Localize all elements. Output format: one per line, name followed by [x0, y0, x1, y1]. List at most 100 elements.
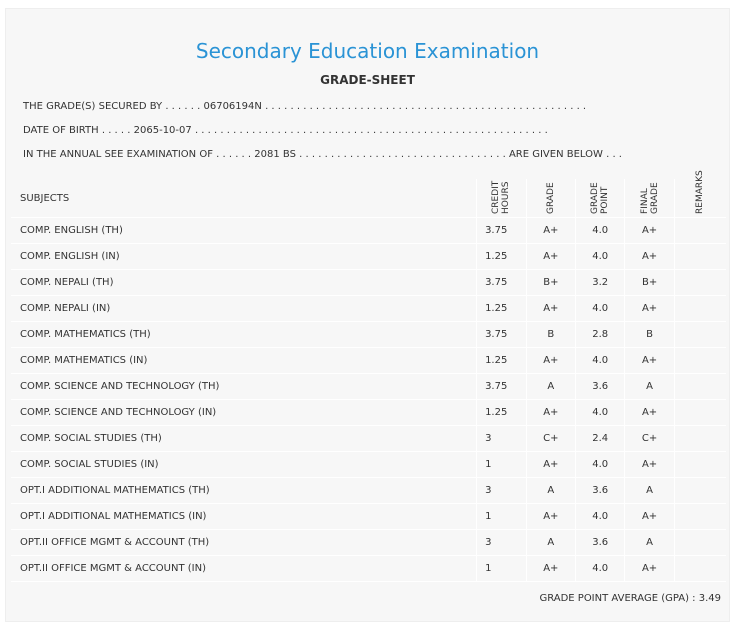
cell: A+: [525, 217, 576, 244]
cell: A+: [624, 451, 675, 478]
remarks-cell: [673, 217, 726, 244]
info-label: DATE OF BIRTH . . . . .: [23, 125, 131, 136]
header-row: SUBJECTS CREDIT HOURS GRADE GRADE POINT FINA…: [11, 170, 726, 218]
cell: A+: [624, 347, 675, 374]
cell: 4.0: [574, 217, 625, 244]
cell: 3.75: [476, 373, 527, 400]
remarks-cell: [673, 243, 726, 270]
cell: A+: [624, 399, 675, 426]
remarks-cell: [673, 555, 726, 582]
cell: B: [525, 321, 576, 348]
column-header: REMARKS: [673, 170, 726, 218]
info-value: 2065-10-07: [133, 125, 192, 136]
grade-table: SUBJECTS CREDIT HOURS GRADE GRADE POINT FINA…: [11, 170, 726, 582]
remarks-cell: [673, 373, 726, 400]
cell: C+: [525, 425, 576, 452]
cell: 1.25: [476, 295, 527, 322]
cell: A: [525, 477, 576, 504]
remarks-cell: [673, 503, 726, 530]
cell: 4.0: [574, 555, 625, 582]
remarks-cell: [673, 347, 726, 374]
info-line: DATE OF BIRTH . . . . . 2065-10-07 . . .…: [23, 125, 548, 136]
grade-sheet: Secondary Education Examination GRADE-SH…: [5, 8, 730, 622]
cell: 2.4: [574, 425, 625, 452]
table-row: OPT.II OFFICE MGMT & ACCOUNT (IN) 1 A+ 4.0 A…: [11, 555, 726, 582]
header-text: GRADE: [545, 181, 556, 214]
cell: 4.0: [574, 399, 625, 426]
cell: A: [525, 373, 576, 400]
cell: B: [624, 321, 675, 348]
cell: A+: [525, 295, 576, 322]
cell: 3.75: [476, 217, 527, 244]
info-suffix: . . . . . . . . . . . . . . . . . . . . …: [194, 125, 548, 136]
cell: COMP. MATHEMATICS (TH): [11, 321, 477, 348]
cell: 3: [476, 529, 527, 556]
cell: COMP. MATHEMATICS (IN): [11, 347, 477, 374]
column-header: CREDIT HOURS: [476, 179, 527, 218]
cell: A+: [624, 295, 675, 322]
table-row: COMP. ENGLISH (TH) 3.75 A+ 4.0 A+: [11, 217, 726, 244]
cell: COMP. ENGLISH (IN): [11, 243, 477, 270]
cell: COMP. SCIENCE AND TECHNOLOGY (TH): [11, 373, 477, 400]
cell: 1.25: [476, 243, 527, 270]
cell: 1: [476, 555, 527, 582]
cell: A: [624, 477, 675, 504]
header-text: GRADE POINT: [590, 181, 611, 214]
info-line: THE GRADE(S) SECURED BY . . . . . . 0670…: [23, 101, 586, 112]
remarks-cell: [673, 269, 726, 296]
gpa: GRADE POINT AVERAGE (GPA) : 3.49: [539, 593, 721, 604]
cell: C+: [624, 425, 675, 452]
table-row: COMP. MATHEMATICS (IN) 1.25 A+ 4.0 A+: [11, 347, 726, 374]
subtitle: GRADE-SHEET: [320, 73, 415, 87]
table-row: COMP. SOCIAL STUDIES (IN) 1 A+ 4.0 A+: [11, 451, 726, 478]
table-row: COMP. NEPALI (IN) 1.25 A+ 4.0 A+: [11, 295, 726, 322]
cell: 1: [476, 451, 527, 478]
remarks-cell: [673, 451, 726, 478]
gpa-value: 3.49: [698, 593, 721, 604]
cell: OPT.II OFFICE MGMT & ACCOUNT (IN): [11, 555, 477, 582]
cell: 3.75: [476, 321, 527, 348]
table-row: OPT.II OFFICE MGMT & ACCOUNT (TH) 3 A 3.6 A: [11, 529, 726, 556]
cell: COMP. ENGLISH (TH): [11, 217, 477, 244]
cell: 1: [476, 503, 527, 530]
info-value: 06706194N: [203, 101, 262, 112]
remarks-cell: [673, 321, 726, 348]
cell: A+: [525, 451, 576, 478]
cell: A+: [624, 243, 675, 270]
column-header: GRADE: [525, 179, 576, 218]
table-row: COMP. NEPALI (TH) 3.75 B+ 3.2 B+: [11, 269, 726, 296]
cell: COMP. NEPALI (TH): [11, 269, 477, 296]
cell: 3.6: [574, 373, 625, 400]
cell: 2.8: [574, 321, 625, 348]
cell: COMP. SOCIAL STUDIES (TH): [11, 425, 477, 452]
cell: B+: [624, 269, 675, 296]
table-row: OPT.I ADDITIONAL MATHEMATICS (IN) 1 A+ 4.0 A…: [11, 503, 726, 530]
header-text: SUBJECTS: [20, 192, 70, 204]
cell: A+: [624, 503, 675, 530]
cell: 1.25: [476, 399, 527, 426]
cell: COMP. SOCIAL STUDIES (IN): [11, 451, 477, 478]
cell: 3.75: [476, 269, 527, 296]
remarks-cell: [673, 477, 726, 504]
cell: A: [624, 529, 675, 556]
cell: B+: [525, 269, 576, 296]
cell: A+: [525, 347, 576, 374]
remarks-cell: [673, 529, 726, 556]
cell: 3.2: [574, 269, 625, 296]
column-header: SUBJECTS: [11, 179, 477, 218]
info-value: 2081 BS: [254, 149, 296, 160]
cell: 3: [476, 477, 527, 504]
cell: 4.0: [574, 347, 625, 374]
cell: OPT.I ADDITIONAL MATHEMATICS (IN): [11, 503, 477, 530]
table-row: COMP. SOCIAL STUDIES (TH) 3 C+ 2.4 C+: [11, 425, 726, 452]
cell: A+: [525, 555, 576, 582]
cell: COMP. NEPALI (IN): [11, 295, 477, 322]
cell: A+: [624, 555, 675, 582]
header-text: FINAL GRADE: [639, 181, 660, 214]
cell: A: [624, 373, 675, 400]
table-row: COMP. SCIENCE AND TECHNOLOGY (IN) 1.25 A+ 4…: [11, 399, 726, 426]
cell: 4.0: [574, 451, 625, 478]
remarks-cell: [673, 399, 726, 426]
cell: OPT.II OFFICE MGMT & ACCOUNT (TH): [11, 529, 477, 556]
